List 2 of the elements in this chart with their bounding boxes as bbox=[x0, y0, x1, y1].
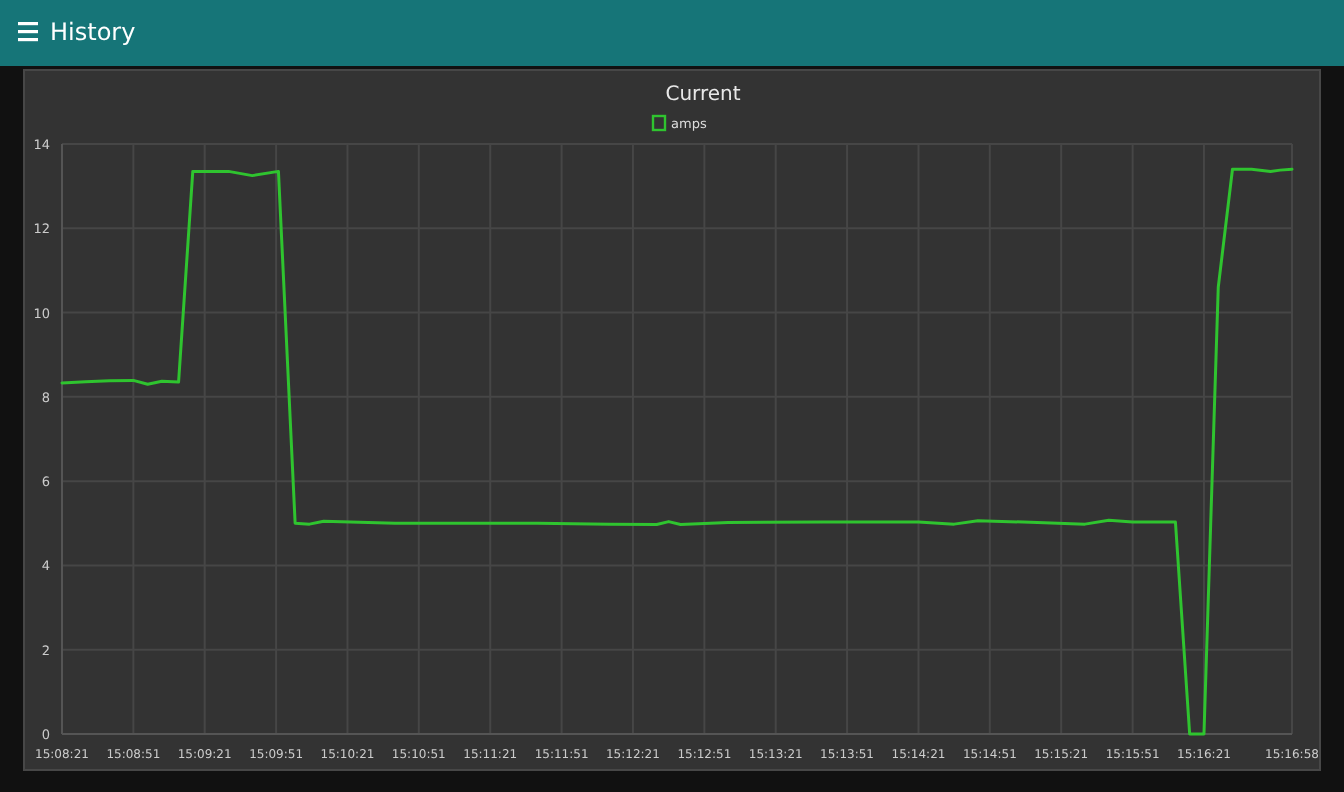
chart-title: Current bbox=[665, 84, 741, 106]
text: History bbox=[50, 18, 136, 46]
